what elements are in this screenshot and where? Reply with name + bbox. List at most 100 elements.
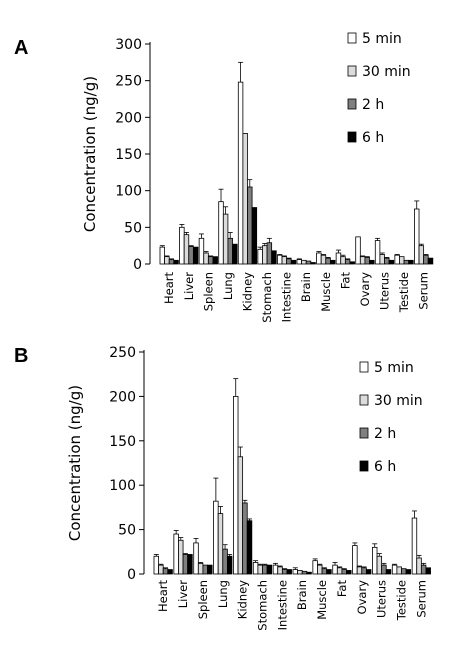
bar	[290, 259, 297, 265]
y-axis-title: Concentration (ng/g)	[81, 76, 99, 232]
category-label: Kidney	[240, 272, 254, 311]
category-label: Kidney	[236, 580, 250, 619]
bar	[316, 252, 322, 265]
bar	[341, 569, 347, 575]
bar	[418, 245, 425, 265]
bar	[326, 569, 332, 575]
bar	[173, 259, 179, 265]
bar	[420, 564, 427, 575]
bar	[212, 256, 218, 265]
bar	[286, 258, 292, 265]
bar	[361, 567, 367, 575]
bar	[399, 256, 405, 265]
bar	[385, 569, 392, 575]
legend-swatch	[347, 98, 357, 110]
bar	[198, 237, 205, 265]
panel-letter: A	[14, 37, 28, 59]
bar	[281, 256, 288, 265]
bar	[416, 557, 422, 575]
bar	[247, 186, 253, 265]
bar	[379, 254, 385, 265]
bar	[317, 564, 323, 575]
category-label: Liver	[176, 580, 190, 608]
bar	[262, 564, 268, 575]
category-label: Stomach	[260, 272, 274, 323]
panel-letter: B	[14, 345, 28, 367]
bar	[158, 564, 164, 575]
legend-swatch	[359, 427, 369, 439]
bar	[188, 245, 194, 265]
legend-label: 6 h	[362, 130, 384, 146]
bar	[364, 256, 370, 265]
panel-a-chart: A 0 50 100 150 200 250 300 Concentration (ng/g) H…	[14, 31, 434, 323]
bar	[179, 226, 185, 265]
bar	[391, 564, 398, 575]
legend-label: 30 min	[374, 393, 423, 409]
bar	[262, 245, 268, 265]
bar	[197, 562, 204, 575]
category-label: Ovary	[358, 272, 372, 307]
bar	[408, 259, 414, 265]
bar	[369, 259, 375, 265]
legend-label: 5 min	[374, 360, 414, 376]
bar	[414, 208, 420, 265]
category-label: Spleen	[201, 272, 215, 311]
bar	[365, 569, 372, 575]
bar	[207, 564, 213, 575]
bar	[349, 261, 355, 265]
category-label: Spleen	[196, 580, 210, 619]
y-tick-label: 250	[115, 74, 142, 90]
bar	[340, 256, 346, 265]
category-label: Ovary	[355, 580, 369, 615]
bar	[372, 546, 378, 575]
bar	[301, 570, 308, 575]
bar	[305, 260, 312, 265]
bar	[356, 566, 363, 575]
bar	[329, 259, 336, 265]
bar	[277, 566, 283, 575]
y-tick-label: 200	[115, 110, 142, 126]
bar	[301, 259, 307, 265]
category-label: Uterus	[377, 272, 391, 310]
bar	[296, 259, 302, 265]
bar	[306, 571, 312, 575]
legend-swatch	[347, 32, 357, 44]
bar	[346, 570, 352, 575]
bar	[193, 542, 199, 575]
category-label: Muscle	[319, 272, 333, 312]
bar	[168, 259, 175, 265]
category-label: Lung	[221, 272, 235, 300]
bar	[237, 456, 244, 575]
category-label: Uterus	[375, 580, 389, 618]
y-tick-label: 200	[109, 389, 136, 405]
bar	[281, 569, 288, 575]
bar	[182, 554, 189, 575]
category-label: Intestine	[275, 580, 289, 630]
bar	[173, 533, 179, 575]
category-label: Lung	[216, 580, 230, 608]
bar	[359, 256, 366, 265]
bar	[266, 242, 273, 265]
bar	[292, 569, 298, 575]
bar	[242, 133, 248, 265]
bar	[162, 568, 169, 575]
y-tick-label: 300	[115, 37, 142, 53]
y-tick-label: 150	[109, 434, 136, 450]
y-tick-label: 50	[118, 523, 136, 539]
bar	[336, 567, 343, 575]
bar	[252, 562, 259, 575]
bar	[222, 213, 229, 265]
bar	[164, 256, 170, 265]
category-label: Fat	[338, 272, 352, 290]
bar	[376, 555, 383, 575]
bar	[213, 500, 219, 575]
y-tick-label: 250	[109, 345, 136, 361]
legend-swatch	[359, 394, 369, 406]
y-tick-label: 150	[115, 147, 142, 163]
bar	[411, 517, 418, 575]
category-label: Serum	[417, 272, 431, 310]
y-axis-title: Concentration (ng/g)	[66, 385, 84, 541]
bar	[374, 240, 381, 265]
bar	[405, 569, 412, 575]
bar	[159, 246, 165, 265]
